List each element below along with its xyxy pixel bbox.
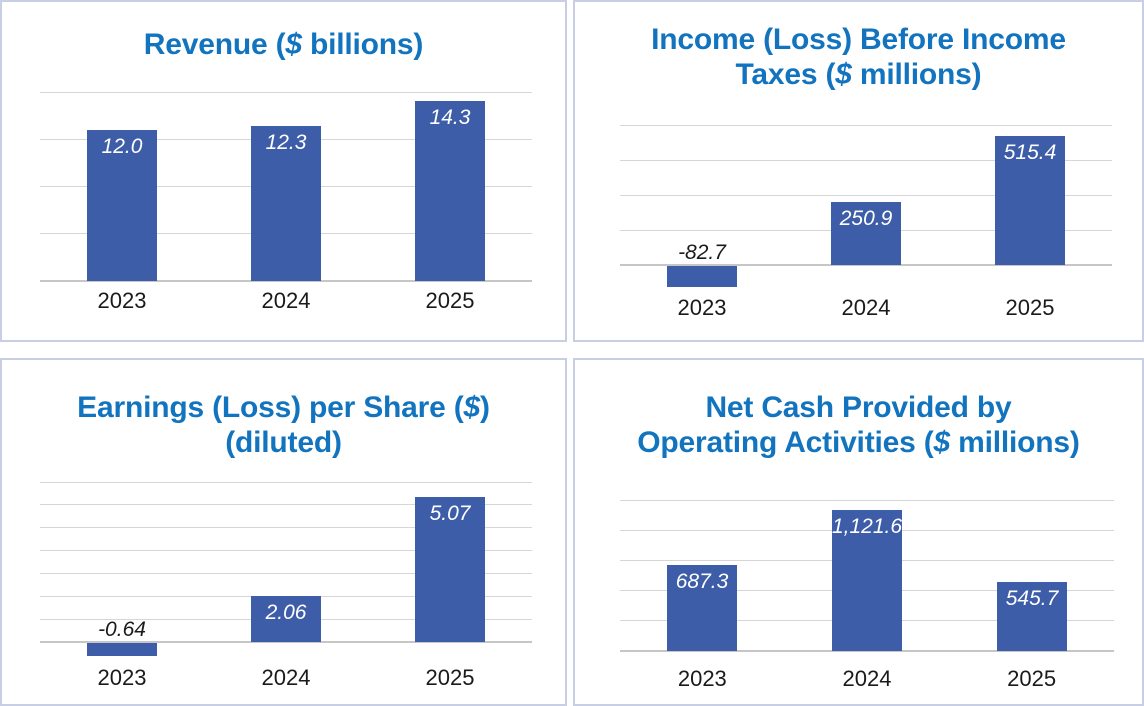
- gridline: [40, 550, 532, 551]
- gridline: [620, 160, 1112, 161]
- chart-plot-area: 12.0 12.3 14.3: [40, 92, 532, 282]
- bar: [667, 565, 737, 651]
- chart-title-line: Income (Loss) Before Income: [651, 23, 1066, 56]
- gridline: [40, 92, 532, 93]
- gridline: [40, 504, 532, 505]
- bar-value-label: 1,121.6: [831, 515, 903, 538]
- bar: [87, 643, 157, 656]
- bar: [831, 202, 901, 265]
- x-axis-label: 2023: [97, 288, 147, 313]
- chart-title-line: (diluted): [225, 426, 342, 459]
- bar-value-label: 5.07: [429, 502, 471, 525]
- chart-title-line: Earnings (Loss) per Share ($): [77, 391, 490, 424]
- chart-panel-net-cash-operating: Net Cash Provided by Operating Activitie…: [573, 358, 1144, 706]
- x-axis-label: 2023: [677, 295, 727, 320]
- x-axis-label: 2025: [1005, 295, 1055, 320]
- bar-value-label: 2.06: [265, 601, 307, 624]
- bar-value-label: 545.7: [1005, 587, 1059, 610]
- bar-value-label: 12.3: [265, 131, 307, 154]
- zero-baseline: [620, 264, 1112, 266]
- x-axis-label: 2025: [1007, 666, 1057, 691]
- x-axis-label: 2025: [425, 665, 475, 690]
- chart-panel-income-before-taxes: Income (Loss) Before Income Taxes ($ mil…: [573, 0, 1144, 342]
- bar: [415, 497, 485, 642]
- x-axis-labels: 2023 2024 2025: [620, 296, 1112, 322]
- gridline: [40, 573, 532, 574]
- x-axis-label: 2024: [841, 295, 891, 320]
- gridline: [620, 500, 1114, 501]
- chart-plot-area: -82.7 250.9 515.4: [620, 125, 1112, 290]
- chart-plot-area: 687.3 1,121.6 545.7: [620, 500, 1114, 652]
- bar: [87, 130, 157, 281]
- chart-title-line: Net Cash Provided by: [705, 391, 1012, 424]
- bar: [832, 510, 902, 651]
- bar-value-label: 515.4: [1003, 141, 1057, 164]
- bar-value-label: 14.3: [429, 106, 471, 129]
- bar-value-label: 12.0: [101, 135, 143, 158]
- zero-baseline: [620, 650, 1114, 652]
- bar-value-label: -0.64: [98, 618, 146, 641]
- bar: [995, 136, 1065, 265]
- x-axis-labels: 2023 2024 2025: [620, 667, 1114, 693]
- gridline: [620, 195, 1112, 196]
- chart-panel-eps-diluted: Earnings (Loss) per Share ($) (diluted) …: [0, 358, 567, 706]
- x-axis-label: 2023: [677, 666, 727, 691]
- chart-title-line: Revenue ($ billions): [143, 28, 424, 61]
- chart-panel-revenue: Revenue ($ billions) 12.0 12.3 14.3 2023 20…: [0, 0, 567, 342]
- chart-title-line: Operating Activities ($ millions): [637, 426, 1080, 459]
- bar: [251, 126, 321, 281]
- chart-title: Revenue ($ billions): [2, 27, 565, 62]
- bar-value-label: 687.3: [675, 570, 729, 593]
- gridline: [40, 482, 532, 483]
- bar-value-label: -82.7: [678, 241, 726, 264]
- x-axis-labels: 2023 2024 2025: [40, 666, 532, 692]
- x-axis-label: 2024: [261, 288, 311, 313]
- x-axis-label: 2023: [97, 665, 147, 690]
- bar: [997, 582, 1067, 651]
- x-axis-label: 2025: [425, 288, 475, 313]
- x-axis-label: 2024: [261, 665, 311, 690]
- chart-title-line: Taxes ($ millions): [735, 58, 982, 91]
- gridline: [620, 125, 1112, 126]
- x-axis-label: 2024: [842, 666, 892, 691]
- bar-value-label: 250.9: [839, 207, 893, 230]
- chart-title: Income (Loss) Before Income Taxes ($ mil…: [575, 22, 1142, 92]
- bar: [667, 266, 737, 287]
- zero-baseline: [40, 641, 532, 643]
- x-axis-labels: 2023 2024 2025: [40, 289, 532, 315]
- bar: [415, 101, 485, 281]
- bar: [251, 596, 321, 642]
- zero-baseline: [40, 280, 532, 282]
- chart-title: Earnings (Loss) per Share ($) (diluted): [2, 390, 565, 460]
- chart-plot-area: -0.64 2.06 5.07: [40, 482, 532, 665]
- chart-title: Net Cash Provided by Operating Activitie…: [575, 390, 1142, 460]
- gridline: [40, 527, 532, 528]
